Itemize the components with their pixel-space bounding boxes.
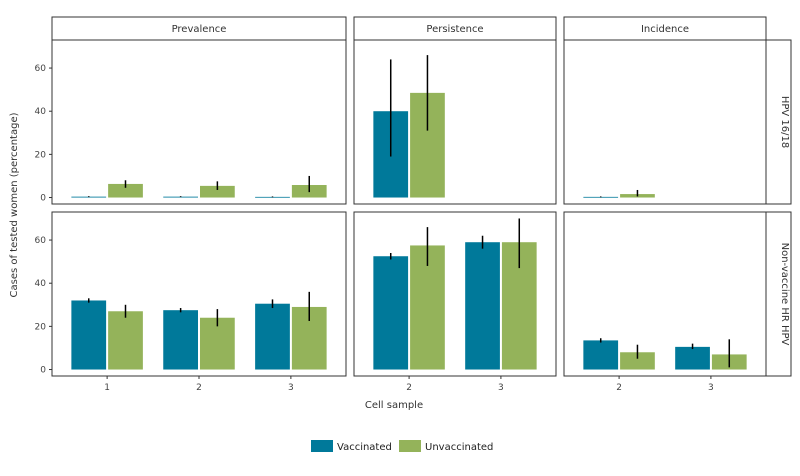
legend-swatch-unvaccinated — [399, 440, 421, 452]
panels-layer: Prevalence Persistence Incidence HPV 16/18 N… — [35, 16, 792, 393]
y-tick-label: 40 — [35, 107, 47, 117]
bar-vaccinated-non-vaccine-hr-hpv-incidence-3 — [675, 346, 710, 370]
x-tick-label: 2 — [406, 383, 412, 393]
strip-label-persistence: Persistence — [426, 24, 483, 35]
legend: Vaccinated Unvaccinated — [311, 440, 493, 453]
x-tick-label: 1 — [104, 383, 110, 393]
x-tick-label: 3 — [288, 383, 294, 393]
bar-vaccinated-non-vaccine-hr-hpv-incidence-2 — [583, 340, 619, 370]
bar-vaccinated-non-vaccine-hr-hpv-prevalence-3 — [255, 303, 290, 370]
bar-vaccinated-non-vaccine-hr-hpv-prevalence-2 — [163, 310, 198, 370]
panel-hpv-16-18-incidence — [563, 39, 767, 205]
y-tick-label: 0 — [40, 366, 46, 376]
strip-label-incidence: Incidence — [641, 24, 689, 35]
bar-unvaccinated-non-vaccine-hr-hpv-prevalence-1 — [108, 311, 143, 370]
bar-vaccinated-non-vaccine-hr-hpv-persistence-2 — [373, 256, 409, 370]
panel-frame — [51, 39, 347, 205]
bar-unvaccinated-hpv-16-18-prevalence-1 — [108, 183, 143, 198]
legend-label-unvaccinated: Unvaccinated — [425, 442, 493, 453]
x-tick-label: 3 — [708, 383, 714, 393]
legend-label-vaccinated: Vaccinated — [337, 442, 392, 453]
bar-unvaccinated-hpv-16-18-prevalence-2 — [200, 185, 235, 198]
bar-vaccinated-non-vaccine-hr-hpv-prevalence-1 — [71, 300, 107, 370]
x-tick-label: 3 — [498, 383, 504, 393]
panel-frame — [563, 39, 767, 205]
x-tick-label: 2 — [196, 383, 202, 393]
strip-row-hpv-16-18 — [765, 39, 792, 205]
panel-non-vaccine-hr-hpv-prevalence: 0 20 40 60 1 2 3 — [35, 211, 347, 393]
legend-swatch-vaccinated — [311, 440, 333, 452]
y-tick-label: 20 — [35, 322, 47, 332]
bar-unvaccinated-non-vaccine-hr-hpv-incidence-2 — [620, 352, 655, 370]
x-axis-title: Cell sample — [365, 400, 423, 411]
y-axis-title: Cases of tested women (percentage) — [9, 112, 20, 297]
panel-hpv-16-18-persistence — [353, 39, 557, 205]
strip-label-prevalence: Prevalence — [172, 24, 227, 35]
x-tick-label: 2 — [616, 383, 622, 393]
strip-label-hpv-16-18: HPV 16/18 — [779, 96, 790, 148]
panel-hpv-16-18-prevalence: 0 20 40 60 — [35, 39, 347, 205]
bar-vaccinated-non-vaccine-hr-hpv-persistence-3 — [465, 242, 500, 370]
strip-label-non-vaccine-hr-hpv: Non-vaccine HR HPV — [779, 243, 790, 346]
y-tick-label: 40 — [35, 279, 47, 289]
y-tick-label: 60 — [35, 64, 47, 74]
bar-unvaccinated-non-vaccine-hr-hpv-persistence-2 — [410, 245, 445, 370]
y-tick-label: 60 — [35, 236, 47, 246]
y-tick-label: 20 — [35, 150, 47, 160]
y-tick-label: 0 — [40, 194, 46, 204]
